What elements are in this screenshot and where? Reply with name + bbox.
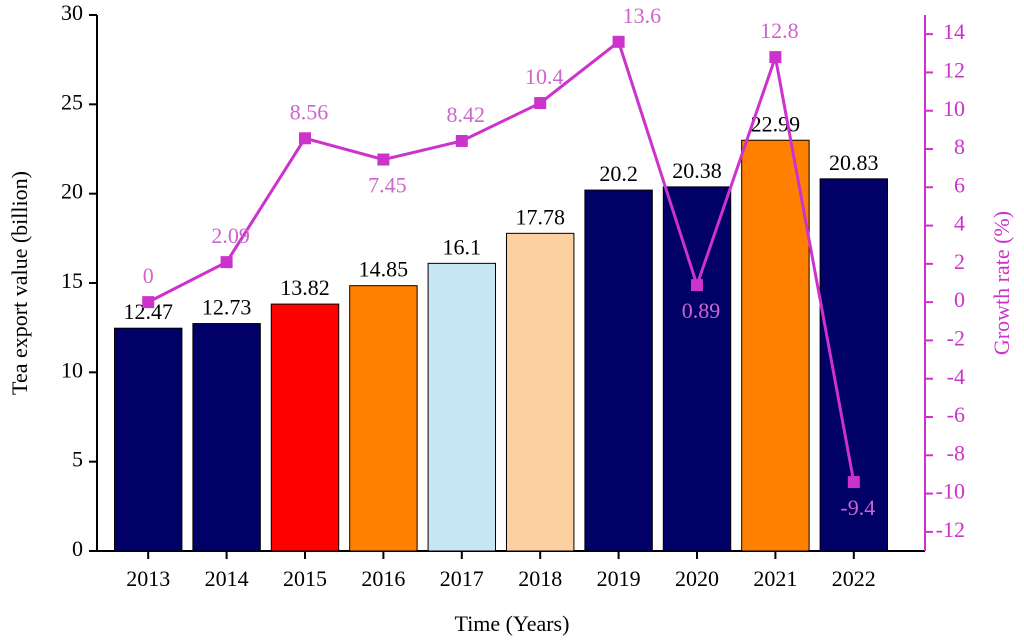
y-tick-label: 5 bbox=[72, 447, 83, 472]
line-value-label: 0 bbox=[143, 263, 154, 288]
line-marker bbox=[220, 256, 233, 269]
line-value-label: 12.8 bbox=[760, 18, 799, 43]
x-tick-label: 2022 bbox=[832, 566, 876, 591]
line-value-label: -9.4 bbox=[840, 495, 875, 520]
x-tick-label: 2018 bbox=[518, 566, 562, 591]
x-tick-label: 2017 bbox=[440, 566, 484, 591]
x-axis-label: Time (Years) bbox=[455, 611, 570, 636]
x-tick-label: 2020 bbox=[675, 566, 719, 591]
y2-axis-label: Growth rate (%) bbox=[989, 211, 1014, 355]
line-value-label: 13.6 bbox=[623, 3, 662, 28]
bar-value-label: 22.99 bbox=[751, 111, 801, 136]
bar bbox=[349, 285, 418, 552]
y2-tick-label: -2 bbox=[947, 325, 965, 350]
y-axis-label: Tea export value (billion) bbox=[7, 171, 32, 395]
line-marker bbox=[455, 134, 468, 147]
line-marker bbox=[534, 97, 547, 110]
bar bbox=[270, 303, 340, 552]
bar bbox=[113, 327, 183, 552]
x-tick-label: 2016 bbox=[361, 566, 405, 591]
bar bbox=[427, 262, 497, 552]
line-marker bbox=[769, 51, 782, 64]
line-value-label: 10.4 bbox=[525, 64, 564, 89]
line-marker bbox=[691, 279, 703, 292]
bar bbox=[584, 189, 653, 552]
bar-value-label: 16.1 bbox=[443, 234, 482, 259]
y-tick-label: 15 bbox=[61, 268, 83, 293]
x-tick-label: 2015 bbox=[283, 566, 327, 591]
y2-tick-label: -4 bbox=[947, 364, 965, 389]
x-tick-label: 2019 bbox=[597, 566, 641, 591]
y2-tick-label: -8 bbox=[947, 440, 965, 465]
x-tick-label: 2021 bbox=[753, 566, 797, 591]
y-tick-label: 30 bbox=[61, 0, 83, 25]
y2-tick-label: -6 bbox=[947, 402, 965, 427]
line bbox=[147, 39, 856, 483]
bar bbox=[662, 186, 732, 552]
bar-value-label: 17.78 bbox=[515, 204, 565, 229]
y2-tick-label: 12 bbox=[943, 57, 965, 82]
y2-tick-label: 4 bbox=[954, 211, 965, 236]
y2-tick-label: -10 bbox=[936, 479, 965, 504]
bar-value-label: 13.82 bbox=[280, 275, 330, 300]
line-value-label: 2.09 bbox=[211, 223, 250, 248]
y2-tick-label: 2 bbox=[954, 249, 965, 274]
bar bbox=[505, 232, 575, 552]
bar bbox=[741, 139, 810, 552]
bar-value-label: 20.83 bbox=[829, 150, 879, 175]
line-marker bbox=[847, 476, 860, 489]
y2-tick-label: 0 bbox=[954, 287, 965, 312]
y2-tick-label: 10 bbox=[943, 96, 965, 121]
y2-tick-label: 8 bbox=[954, 134, 965, 159]
line-value-label: 0.89 bbox=[682, 298, 721, 323]
line-marker bbox=[142, 296, 155, 309]
y-tick-label: 0 bbox=[72, 536, 83, 561]
y2-tick-label: 6 bbox=[954, 172, 965, 197]
bar bbox=[192, 323, 261, 552]
line-value-label: 8.42 bbox=[447, 102, 486, 127]
y-tick-label: 25 bbox=[61, 89, 83, 114]
line-value-label: 8.56 bbox=[290, 99, 329, 124]
x-tick-label: 2014 bbox=[205, 566, 249, 591]
bar-value-label: 14.85 bbox=[359, 257, 409, 282]
line-marker bbox=[299, 132, 311, 145]
y-tick-label: 20 bbox=[61, 179, 83, 204]
bar-value-label: 12.73 bbox=[202, 295, 252, 320]
y2-tick-label: -12 bbox=[936, 517, 965, 542]
line-value-label: 7.45 bbox=[368, 173, 407, 198]
y2-tick-label: 14 bbox=[943, 19, 965, 44]
bar-value-label: 20.2 bbox=[599, 161, 638, 186]
x-tick-label: 2013 bbox=[126, 566, 170, 591]
y-tick-label: 10 bbox=[61, 357, 83, 382]
line-marker bbox=[377, 153, 390, 166]
line-marker bbox=[612, 35, 625, 48]
bar-value-label: 20.38 bbox=[672, 158, 722, 183]
